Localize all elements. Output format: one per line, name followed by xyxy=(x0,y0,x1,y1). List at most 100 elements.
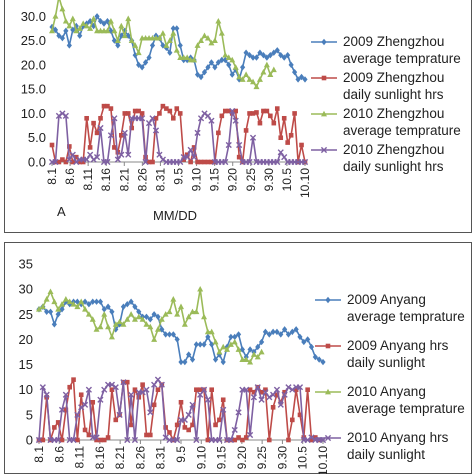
data-point xyxy=(49,142,55,148)
data-point xyxy=(85,386,92,393)
data-point xyxy=(151,311,157,318)
data-point xyxy=(73,27,80,34)
panel-label: A xyxy=(57,204,66,219)
x-tick-label: 9.10 xyxy=(194,446,208,470)
data-point xyxy=(191,56,198,63)
data-point xyxy=(194,129,201,136)
data-point xyxy=(128,311,135,317)
x-tick-label: 8.6 xyxy=(52,446,66,463)
data-point xyxy=(257,49,263,56)
data-point xyxy=(112,321,119,327)
legend-marker xyxy=(325,296,331,304)
data-point xyxy=(35,436,43,444)
data-point xyxy=(260,51,267,59)
legend-label: 2009 Anyang hrs xyxy=(347,338,449,353)
y-tick-label: 30.0 xyxy=(21,9,46,24)
data-point xyxy=(229,56,236,63)
data-point xyxy=(232,437,238,443)
data-point xyxy=(213,422,218,428)
data-point xyxy=(108,106,114,111)
data-point xyxy=(194,42,201,48)
data-point xyxy=(93,434,100,441)
data-point xyxy=(39,303,46,310)
data-point xyxy=(71,377,76,382)
data-point xyxy=(278,51,284,59)
data-point xyxy=(267,71,274,77)
data-point xyxy=(202,159,207,165)
data-point xyxy=(59,306,65,313)
data-point xyxy=(82,306,89,312)
legend-marker xyxy=(324,434,332,442)
data-point xyxy=(197,115,205,122)
data-point xyxy=(301,338,307,346)
data-point xyxy=(254,353,261,360)
data-point xyxy=(174,311,181,317)
data-point xyxy=(62,17,69,24)
data-point xyxy=(77,159,83,165)
data-point xyxy=(76,25,83,31)
x-tick-label: 8.11 xyxy=(73,446,87,469)
data-point xyxy=(70,159,76,165)
data-point xyxy=(274,106,280,111)
data-point xyxy=(55,311,61,318)
data-point xyxy=(111,115,118,122)
data-point xyxy=(124,316,131,322)
y-tick-label: 25 xyxy=(19,307,33,322)
data-point xyxy=(289,386,296,393)
data-point xyxy=(97,323,104,330)
data-point xyxy=(182,358,188,366)
data-point xyxy=(216,348,223,355)
data-point xyxy=(124,436,131,444)
y-tick-label: 5.0 xyxy=(28,130,46,145)
data-point xyxy=(285,384,292,391)
data-point xyxy=(154,326,161,332)
data-point xyxy=(97,396,104,403)
data-point xyxy=(147,409,154,416)
data-point xyxy=(132,108,138,114)
data-point xyxy=(264,54,270,61)
series-4 xyxy=(35,376,327,444)
data-point xyxy=(228,333,234,341)
data-point xyxy=(152,127,160,134)
data-point xyxy=(258,348,265,355)
data-point xyxy=(55,436,62,444)
data-point xyxy=(97,17,104,25)
data-point xyxy=(155,387,161,393)
data-point xyxy=(177,111,183,116)
data-point xyxy=(247,346,253,353)
data-point xyxy=(299,142,304,148)
data-point xyxy=(232,333,238,341)
data-point xyxy=(147,432,153,438)
data-point xyxy=(281,54,287,61)
data-point xyxy=(201,32,208,39)
y-tick-label: 0 xyxy=(26,433,33,448)
data-point xyxy=(105,303,111,310)
data-point xyxy=(139,115,146,122)
data-point xyxy=(204,34,211,41)
data-point xyxy=(118,22,125,29)
data-point xyxy=(77,32,83,39)
data-point xyxy=(111,37,117,44)
data-point xyxy=(52,13,59,19)
data-point xyxy=(52,26,59,34)
data-point xyxy=(178,358,184,366)
data-point xyxy=(155,313,161,320)
data-point xyxy=(219,56,225,64)
data-point xyxy=(122,27,128,35)
x-tick-label: 9.15 xyxy=(208,168,222,192)
data-point xyxy=(301,158,309,166)
data-point xyxy=(125,111,131,116)
data-point xyxy=(89,316,96,322)
data-point xyxy=(308,343,315,351)
data-point xyxy=(208,328,215,335)
data-point xyxy=(63,27,69,35)
data-point xyxy=(243,128,249,133)
data-point xyxy=(250,54,256,61)
data-point xyxy=(288,132,294,138)
data-point xyxy=(246,431,254,439)
data-point xyxy=(235,409,242,416)
y-tick-label: 10.0 xyxy=(21,106,46,121)
y-tick-label: 20 xyxy=(19,332,33,347)
data-point xyxy=(56,159,62,165)
data-point xyxy=(204,112,212,119)
